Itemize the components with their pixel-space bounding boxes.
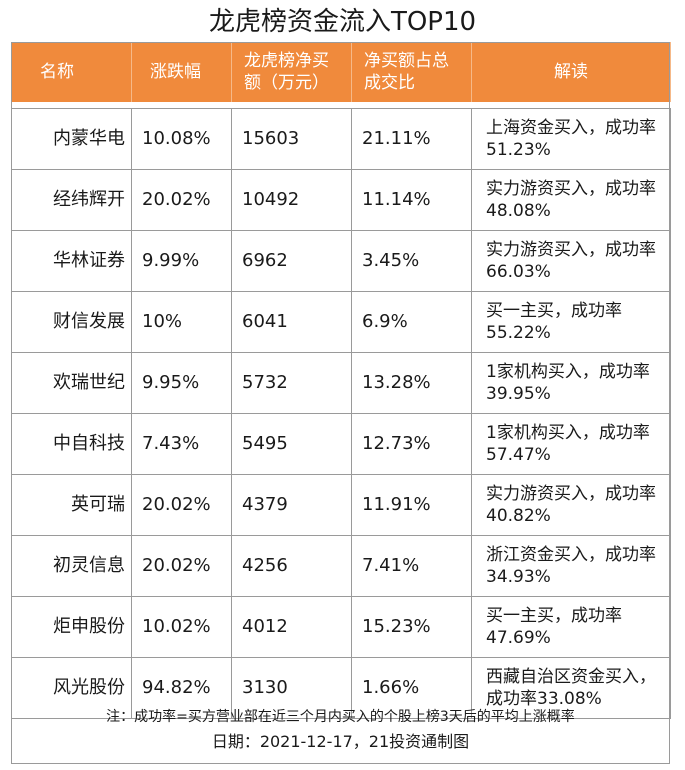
cell-ratio: 21.11% bbox=[351, 108, 472, 170]
cell-change: 20.02% bbox=[131, 474, 232, 536]
table-row: 风光股份 94.82% 3130 1.66% 西藏自治区资金买入，成功率33.0… bbox=[11, 657, 671, 719]
cell-net-buy: 5495 bbox=[231, 413, 352, 475]
cell-note: 1家机构买入，成功率57.47% bbox=[471, 413, 671, 475]
cell-change: 7.43% bbox=[131, 413, 232, 475]
header-note: 解读 bbox=[471, 42, 671, 102]
header-ratio: 净买额占总成交比 bbox=[351, 42, 472, 102]
cell-note: 实力游资买入，成功率48.08% bbox=[471, 169, 671, 231]
cell-name: 风光股份 bbox=[11, 657, 132, 719]
cell-net-buy: 4256 bbox=[231, 535, 352, 597]
table-row: 欢瑞世纪 9.95% 5732 13.28% 1家机构买入，成功率39.95% bbox=[11, 352, 671, 414]
header-name: 名称 bbox=[11, 42, 132, 102]
cell-name: 欢瑞世纪 bbox=[11, 352, 132, 414]
cell-note: 1家机构买入，成功率39.95% bbox=[471, 352, 671, 414]
cell-change: 9.95% bbox=[131, 352, 232, 414]
cell-ratio: 12.73% bbox=[351, 413, 472, 475]
cell-note: 西藏自治区资金买入，成功率33.08% bbox=[471, 657, 671, 719]
cell-name: 中自科技 bbox=[11, 413, 132, 475]
cell-note: 实力游资买入，成功率40.82% bbox=[471, 474, 671, 536]
cell-change: 20.02% bbox=[131, 169, 232, 231]
cell-change: 10.08% bbox=[131, 108, 232, 170]
cell-net-buy: 15603 bbox=[231, 108, 352, 170]
top10-table: 名称 涨跌幅 龙虎榜净买额（万元） 净买额占总成交比 解读 内蒙华电 10.08… bbox=[11, 42, 671, 719]
cell-ratio: 11.14% bbox=[351, 169, 472, 231]
cell-note: 买一主买，成功率55.22% bbox=[471, 291, 671, 353]
table-row: 中自科技 7.43% 5495 12.73% 1家机构买入，成功率57.47% bbox=[11, 413, 671, 475]
table-frame bbox=[11, 42, 670, 764]
table-header-row: 名称 涨跌幅 龙虎榜净买额（万元） 净买额占总成交比 解读 bbox=[11, 42, 671, 102]
cell-name: 初灵信息 bbox=[11, 535, 132, 597]
cell-change: 20.02% bbox=[131, 535, 232, 597]
cell-name: 英可瑞 bbox=[11, 474, 132, 536]
footnote: 注：成功率=买方营业部在近三个月内买入的个股上榜3天后的平均上涨概率 bbox=[106, 709, 575, 725]
cell-ratio: 13.28% bbox=[351, 352, 472, 414]
header-net-buy: 龙虎榜净买额（万元） bbox=[231, 42, 352, 102]
table-row: 初灵信息 20.02% 4256 7.41% 浙江资金买入，成功率34.93% bbox=[11, 535, 671, 597]
header-change: 涨跌幅 bbox=[131, 42, 232, 102]
cell-net-buy: 6962 bbox=[231, 230, 352, 292]
table-row: 华林证券 9.99% 6962 3.45% 实力游资买入，成功率66.03% bbox=[11, 230, 671, 292]
cell-name: 财信发展 bbox=[11, 291, 132, 353]
cell-net-buy: 3130 bbox=[231, 657, 352, 719]
cell-ratio: 11.91% bbox=[351, 474, 472, 536]
page-title: 龙虎榜资金流入TOP10 bbox=[208, 7, 477, 37]
cell-change: 10.02% bbox=[131, 596, 232, 658]
cell-ratio: 15.23% bbox=[351, 596, 472, 658]
cell-change: 94.82% bbox=[131, 657, 232, 719]
cell-note: 上海资金买入，成功率51.23% bbox=[471, 108, 671, 170]
cell-note: 浙江资金买入，成功率34.93% bbox=[471, 535, 671, 597]
table-row: 经纬辉开 20.02% 10492 11.14% 实力游资买入，成功率48.08… bbox=[11, 169, 671, 231]
cell-note: 实力游资买入，成功率66.03% bbox=[471, 230, 671, 292]
table-row: 英可瑞 20.02% 4379 11.91% 实力游资买入，成功率40.82% bbox=[11, 474, 671, 536]
cell-net-buy: 10492 bbox=[231, 169, 352, 231]
cell-name: 内蒙华电 bbox=[11, 108, 132, 170]
cell-change: 9.99% bbox=[131, 230, 232, 292]
table-row: 炬申股份 10.02% 4012 15.23% 买一主买，成功率47.69% bbox=[11, 596, 671, 658]
cell-change: 10% bbox=[131, 291, 232, 353]
cell-net-buy: 4379 bbox=[231, 474, 352, 536]
cell-note: 买一主买，成功率47.69% bbox=[471, 596, 671, 658]
table-row: 内蒙华电 10.08% 15603 21.11% 上海资金买入，成功率51.23… bbox=[11, 108, 671, 170]
cell-ratio: 6.9% bbox=[351, 291, 472, 353]
cell-ratio: 3.45% bbox=[351, 230, 472, 292]
cell-net-buy: 6041 bbox=[231, 291, 352, 353]
cell-net-buy: 4012 bbox=[231, 596, 352, 658]
date-credit: 日期：2021-12-17，21投资通制图 bbox=[211, 732, 470, 751]
cell-name: 经纬辉开 bbox=[11, 169, 132, 231]
table-row: 财信发展 10% 6041 6.9% 买一主买，成功率55.22% bbox=[11, 291, 671, 353]
